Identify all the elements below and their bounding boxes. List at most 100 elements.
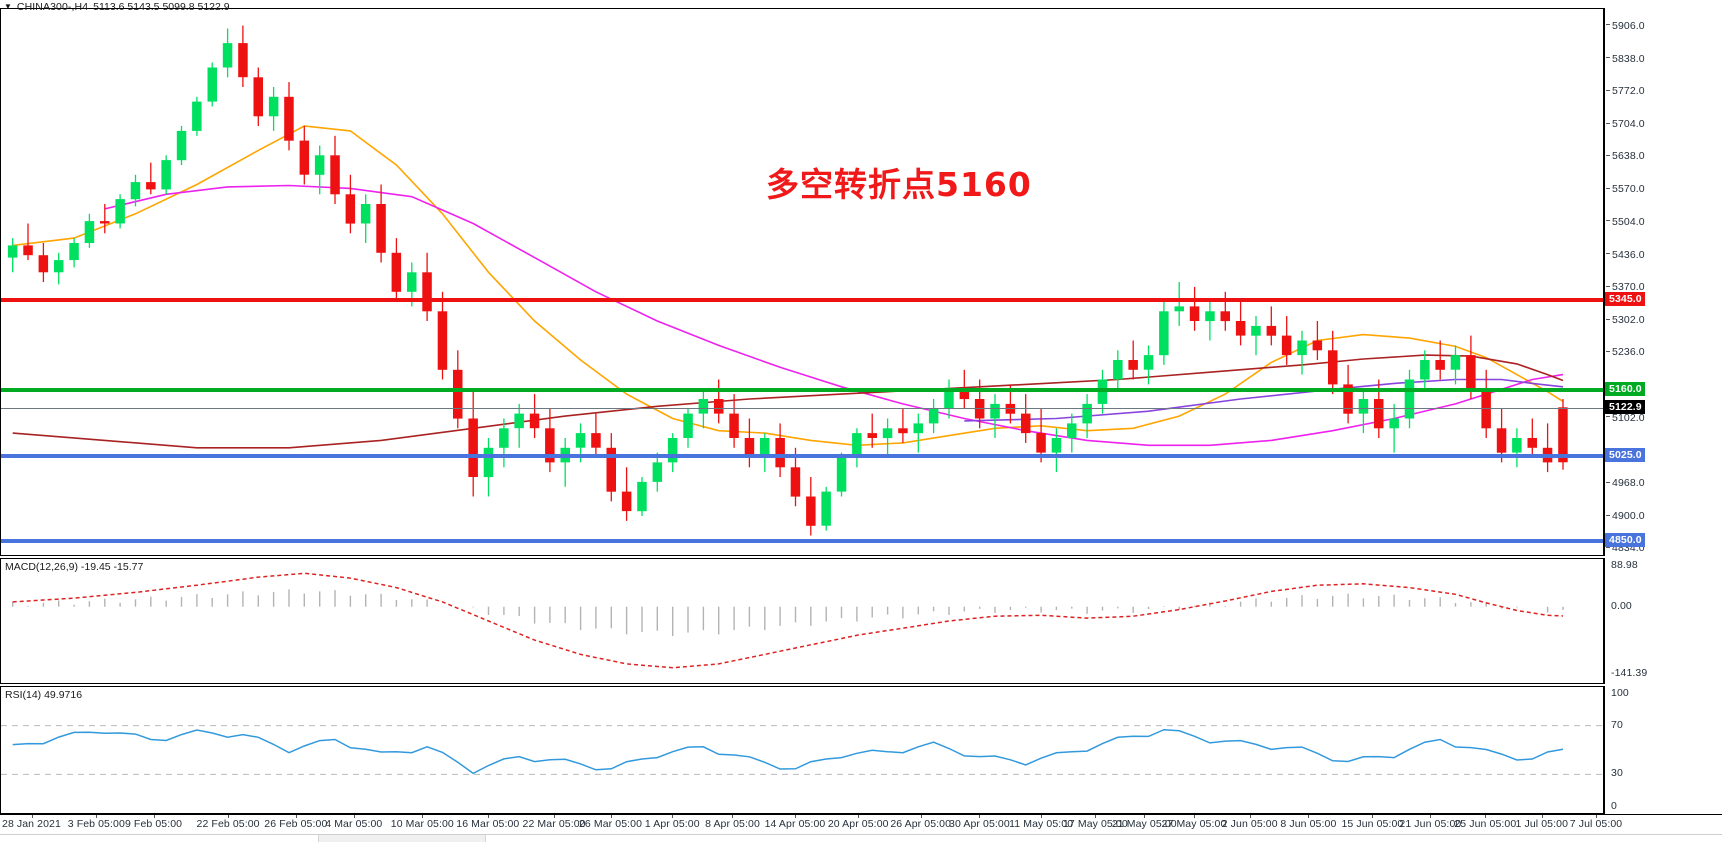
time-tick: [153, 815, 155, 818]
time-axis-label: 11 May 05:00: [1009, 818, 1074, 830]
time-tick: [554, 815, 556, 818]
price-scale[interactable]: 5906.0 5838.0 5772.0 5704.0 5638.0 5570.0 5504…: [1604, 8, 1722, 556]
time-tick: [794, 815, 796, 818]
macd-indicator-label: MACD(12,26,9) -19.45 -15.77: [5, 561, 144, 573]
time-axis-label: 26 Mar 05:00: [578, 818, 643, 830]
support-level-label[interactable]: 5025.0: [1605, 448, 1645, 463]
time-tick: [422, 815, 424, 818]
time-axis-label: 25 Jun 05:00: [1454, 818, 1517, 830]
symbol-header: ▼ CHINA300-,H4 5113.6 5143.5 5099.8 5122…: [0, 0, 230, 14]
time-tick: [1041, 815, 1043, 818]
time-axis[interactable]: 28 Jan 2021 3 Feb 05:00 9 Feb 05:00 22 Feb …: [0, 814, 1722, 834]
time-axis-label: 1 Jul 05:00: [1515, 818, 1569, 830]
price-plot-area[interactable]: [1, 9, 1603, 555]
time-axis-label: 7 Jul 05:00: [1569, 818, 1623, 830]
time-tick: [1485, 815, 1487, 818]
time-tick: [1095, 815, 1097, 818]
time-axis-label: 17 May 05:00: [1062, 818, 1128, 830]
time-axis-label: 4 Mar 05:00: [325, 818, 383, 830]
symbol-ohlc-values: 5113.6 5143.5 5099.8 5122.9: [93, 1, 230, 13]
price-tick-label: 5838.0: [1606, 53, 1645, 65]
time-axis-label: 10 Mar 05:00: [390, 818, 454, 830]
last-price-line-5122[interactable]: [1, 407, 1603, 409]
time-tick: [1541, 815, 1543, 818]
time-axis-label: 22 Feb 05:00: [196, 818, 260, 830]
macd-tick-label: 0.00: [1611, 599, 1632, 612]
rsi-plot-area[interactable]: [1, 687, 1603, 813]
time-tick: [920, 815, 922, 818]
price-tick-label: 5906.0: [1606, 20, 1645, 32]
time-tick: [610, 815, 612, 818]
rsi-tick-label: 100: [1611, 687, 1629, 699]
price-tick-label: 5370.0: [1606, 281, 1645, 293]
time-tick: [672, 815, 674, 818]
time-tick: [858, 815, 860, 818]
price-tick-label: 5638.0: [1606, 150, 1645, 162]
time-axis-label: 16 Mar 05:00: [456, 818, 520, 830]
pivot-line-5160[interactable]: [1, 388, 1603, 393]
time-tick: [1144, 815, 1146, 818]
price-tick-label: 4968.0: [1606, 477, 1645, 489]
time-tick: [1308, 815, 1310, 818]
support-line-5025[interactable]: [1, 454, 1603, 459]
resistance-level-label[interactable]: 5345.0: [1605, 292, 1645, 307]
time-tick: [1193, 815, 1195, 818]
rsi-tick-label: 30: [1611, 767, 1623, 780]
rsi-panel[interactable]: RSI(14) 49.9716: [0, 686, 1604, 814]
price-tick-label: 5436.0: [1606, 249, 1645, 261]
chart-annotation-text: 多空转折点5160: [766, 165, 1032, 204]
price-tick-label: 5504.0: [1606, 216, 1645, 228]
time-axis-label: 9 Feb 05:00: [124, 818, 183, 830]
time-axis-label: 3 Feb 05:00: [67, 818, 125, 830]
time-axis-label: 20 Apr 05:00: [827, 818, 889, 830]
symbol-name: CHINA300-,H4: [16, 1, 89, 13]
macd-tick-label: 88.98: [1611, 559, 1638, 571]
time-axis-label: 8 Jun 05:00: [1280, 818, 1337, 830]
price-tick-label: 5704.0: [1606, 118, 1645, 130]
time-tick: [353, 815, 355, 818]
rsi-tick-label: 70: [1611, 718, 1623, 731]
time-axis-label: 21 May 05:00: [1111, 818, 1177, 830]
time-axis-label: 26 Apr 05:00: [890, 818, 952, 830]
time-axis-label: 30 Apr 05:00: [949, 818, 1010, 830]
pivot-level-label[interactable]: 5160.0: [1605, 382, 1645, 397]
price-chart-panel[interactable]: [0, 8, 1604, 556]
support-level-2-label[interactable]: 4850.0: [1605, 533, 1645, 548]
price-tick-label: 5302.0: [1606, 314, 1645, 326]
price-tick-label: 4900.0: [1606, 510, 1645, 522]
macd-plot-area[interactable]: [1, 559, 1603, 683]
time-axis-label: 8 Apr 05:00: [705, 818, 760, 830]
time-tick: [96, 815, 98, 818]
bottom-strip: [0, 834, 1722, 842]
taskbar-window-button[interactable]: [318, 835, 486, 842]
last-price-label[interactable]: 5122.9: [1605, 400, 1645, 415]
time-axis-label: 15 Jun 05:00: [1341, 818, 1404, 830]
time-tick: [295, 815, 297, 818]
time-tick: [1372, 815, 1374, 818]
price-tick-label: 5772.0: [1606, 85, 1645, 97]
support-line-4850[interactable]: [1, 539, 1603, 544]
price-axis-line: [1604, 8, 1605, 556]
resistance-line-5345[interactable]: [1, 298, 1603, 303]
triangle-down-icon[interactable]: ▼: [4, 2, 12, 11]
rsi-axis-line: [1604, 686, 1605, 814]
time-axis-label: 1 Apr 05:00: [644, 818, 700, 830]
time-tick: [31, 815, 33, 818]
macd-panel[interactable]: MACD(12,26,9) -19.45 -15.77: [0, 558, 1604, 684]
time-axis-label: 28 Jan 2021: [2, 818, 61, 830]
time-tick: [1596, 815, 1597, 818]
macd-scale[interactable]: 88.98 0.00 -141.39: [1604, 558, 1722, 684]
rsi-tick-label: 0: [1611, 800, 1617, 812]
time-axis-label: 21 Jun 05:00: [1399, 818, 1462, 830]
macd-tick-label: -141.39: [1611, 667, 1648, 680]
rsi-indicator-label: RSI(14) 49.9716: [5, 689, 83, 701]
time-axis-label: 2 Jun 05:00: [1221, 818, 1278, 830]
time-axis-label: 14 Apr 05:00: [764, 818, 826, 830]
time-tick: [732, 815, 734, 818]
time-tick: [487, 815, 489, 818]
time-tick: [1249, 815, 1251, 818]
time-axis-label: 26 Feb 05:00: [264, 818, 328, 830]
time-tick: [979, 815, 981, 818]
rsi-scale[interactable]: 100 70 30 0: [1604, 686, 1722, 814]
